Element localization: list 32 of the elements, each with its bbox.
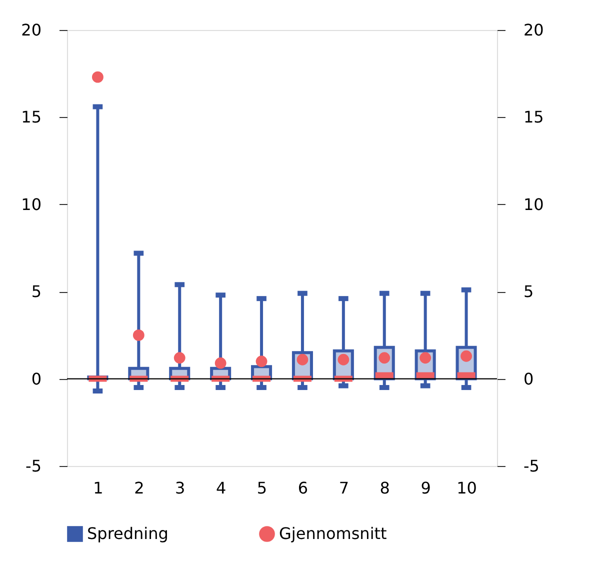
y-tick-label: -5 [26, 456, 42, 476]
x-tick-label: 10 [456, 478, 477, 498]
point [132, 330, 144, 341]
y2-tick-label: 10 [524, 194, 544, 214]
y-tick-label: 10 [21, 194, 42, 214]
x-tick-label: 1 [93, 478, 104, 498]
y2-tick-label: 20 [524, 20, 544, 40]
point [420, 352, 432, 364]
x-tick-label: 8 [380, 478, 390, 498]
point [460, 350, 472, 362]
y2-tick-label: -5 [524, 456, 540, 476]
y-tick-label: 0 [31, 369, 42, 388]
y2-tick-label: 0 [524, 369, 534, 388]
point [296, 354, 308, 366]
y-tick-label: 15 [21, 108, 42, 127]
legend-label: Gjennomsnitt [279, 524, 387, 543]
y-tick-label: 5 [31, 282, 42, 302]
x-tick-label: 3 [175, 478, 186, 498]
x-tick-label: 2 [134, 478, 144, 498]
y2-tick-label: 5 [524, 282, 534, 302]
y-tick-label: 20 [21, 20, 42, 40]
x-tick-label: 4 [216, 478, 226, 498]
point [174, 352, 186, 364]
point [214, 357, 226, 369]
x-tick-label: 7 [338, 478, 350, 498]
point [92, 71, 104, 83]
x-tick-label: 5 [256, 478, 268, 498]
legend-label: Spredning [87, 524, 168, 543]
point [256, 356, 268, 368]
y2-tick-label: 15 [524, 108, 544, 127]
x-tick-label: 9 [420, 478, 431, 498]
x-tick-label: 6 [298, 478, 308, 498]
